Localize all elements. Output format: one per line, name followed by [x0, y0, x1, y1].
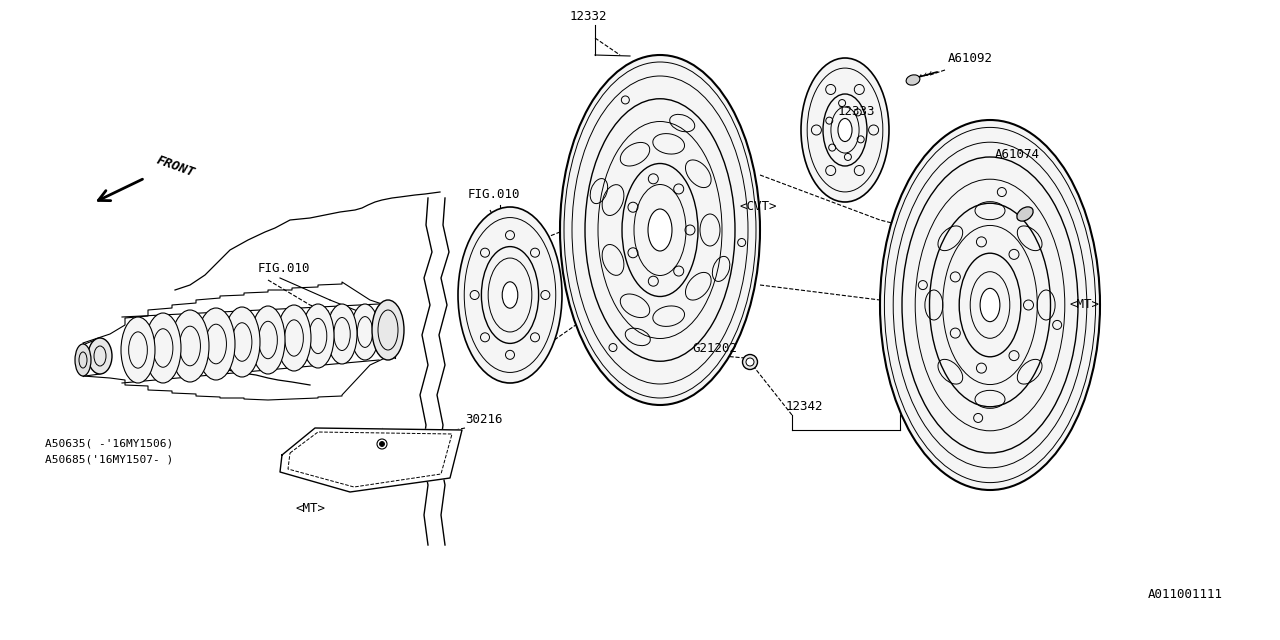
Ellipse shape: [746, 358, 754, 366]
Ellipse shape: [502, 282, 518, 308]
Ellipse shape: [251, 306, 285, 374]
Ellipse shape: [379, 442, 384, 447]
Ellipse shape: [302, 304, 334, 368]
Ellipse shape: [1016, 207, 1033, 221]
Text: 12333: 12333: [838, 105, 876, 118]
Text: 30216: 30216: [465, 413, 503, 426]
Polygon shape: [280, 428, 462, 492]
Text: <MT>: <MT>: [1070, 298, 1100, 311]
Ellipse shape: [76, 344, 91, 376]
Text: FRONT: FRONT: [155, 153, 197, 179]
Ellipse shape: [458, 207, 562, 383]
Ellipse shape: [561, 55, 760, 405]
Text: A50685('16MY1507- ): A50685('16MY1507- ): [45, 454, 173, 464]
Ellipse shape: [801, 58, 890, 202]
Text: <MT>: <MT>: [296, 502, 326, 515]
Text: G21202: G21202: [692, 342, 737, 355]
Ellipse shape: [122, 317, 155, 383]
Text: <CVT>: <CVT>: [740, 200, 777, 213]
Ellipse shape: [906, 75, 920, 85]
Ellipse shape: [145, 313, 180, 383]
Ellipse shape: [197, 308, 236, 380]
Text: A61074: A61074: [995, 148, 1039, 161]
Ellipse shape: [276, 305, 311, 371]
Text: 12332: 12332: [570, 10, 608, 23]
Ellipse shape: [88, 338, 113, 374]
Text: A50635( -'16MY1506): A50635( -'16MY1506): [45, 439, 173, 449]
Ellipse shape: [378, 439, 387, 449]
Text: FIG.010: FIG.010: [259, 262, 311, 275]
Ellipse shape: [648, 209, 672, 251]
Ellipse shape: [838, 118, 852, 141]
Text: FIG.010: FIG.010: [468, 188, 521, 201]
Ellipse shape: [980, 289, 1000, 322]
Text: A61092: A61092: [948, 52, 993, 65]
Ellipse shape: [326, 304, 357, 364]
Text: 12342: 12342: [786, 400, 823, 413]
Ellipse shape: [742, 355, 758, 369]
Ellipse shape: [372, 300, 404, 360]
Text: A011001111: A011001111: [1148, 588, 1222, 601]
Ellipse shape: [881, 120, 1100, 490]
Ellipse shape: [224, 307, 260, 377]
Ellipse shape: [172, 310, 209, 382]
Ellipse shape: [351, 304, 379, 360]
